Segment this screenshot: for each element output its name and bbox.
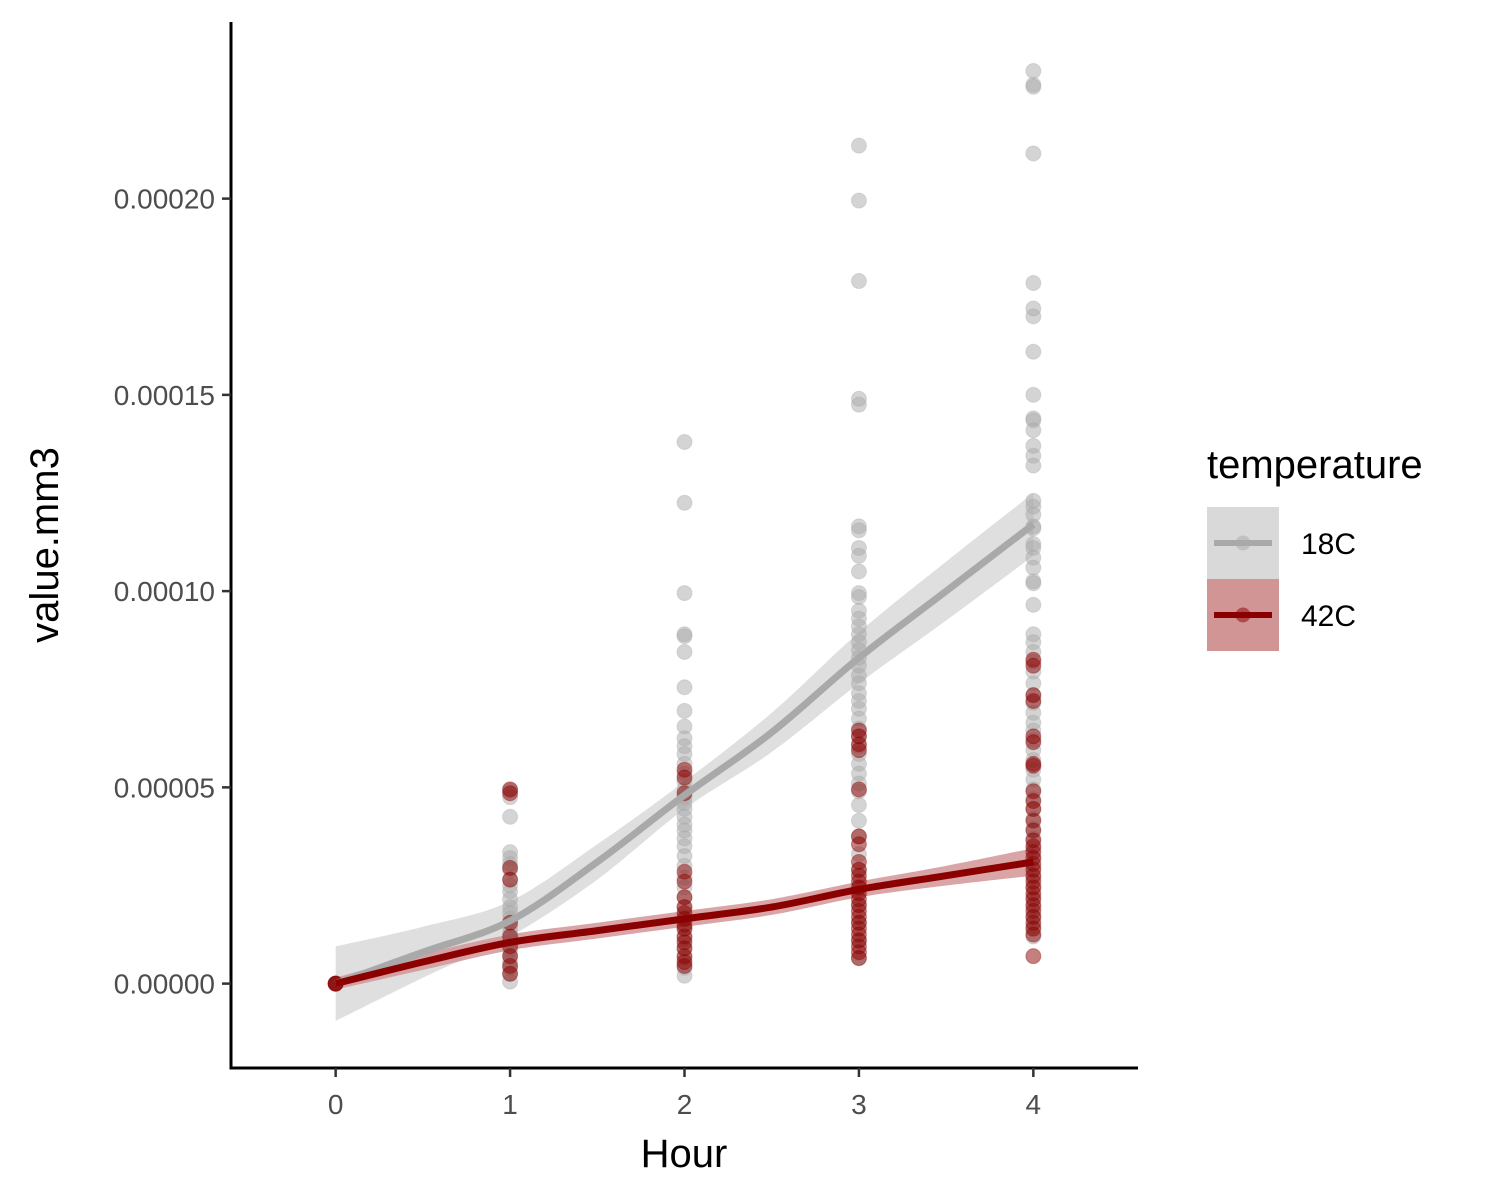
data-point-18c	[850, 589, 867, 606]
data-point-18c	[676, 494, 693, 511]
smooth-line-18c	[334, 521, 1036, 987]
x-tick-label: 2	[677, 1089, 693, 1120]
y-axis-title: value.mm3	[23, 447, 67, 643]
data-point-18c	[850, 396, 867, 413]
x-axis-ticks: 0 1 2 3 4	[328, 1068, 1041, 1120]
data-point-18c	[1025, 343, 1042, 360]
data-point-18c	[1025, 596, 1042, 613]
data-point-18c	[502, 808, 519, 825]
y-tick-label: 0.00020	[114, 184, 215, 215]
data-point-18c	[1025, 457, 1042, 474]
legend-title: temperature	[1207, 443, 1423, 487]
data-point-18c	[850, 137, 867, 154]
legend-item-42c: 42C	[1207, 579, 1356, 651]
legend-label-18c: 18C	[1301, 528, 1356, 561]
data-point-18c	[1025, 78, 1042, 95]
x-tick-label: 3	[851, 1089, 867, 1120]
y-tick-label: 0.00010	[114, 576, 215, 607]
y-axis-ticks: 0.00000 0.00005 0.00010 0.00015 0.00020	[114, 184, 231, 1000]
data-point-18c	[1025, 63, 1042, 80]
legend-key-42c-point	[1235, 607, 1251, 623]
x-tick-label: 4	[1026, 1089, 1042, 1120]
data-point-18c	[1025, 559, 1042, 576]
data-point-18c	[676, 433, 693, 450]
data-point-18c	[850, 192, 867, 209]
data-point-18c	[850, 273, 867, 290]
data-point-42c	[1025, 926, 1042, 943]
data-point-42c	[850, 950, 867, 967]
legend-item-18c: 18C	[1207, 507, 1356, 579]
data-point-18c	[676, 702, 693, 719]
data-point-18c	[850, 547, 867, 564]
data-point-42c	[502, 871, 519, 888]
data-point-42c	[676, 957, 693, 974]
data-point-42c	[676, 769, 693, 786]
data-point-42c	[1025, 757, 1042, 774]
data-points	[327, 63, 1042, 992]
data-point-42c	[850, 742, 867, 759]
data-point-42c	[1025, 734, 1042, 751]
data-point-18c	[850, 522, 867, 539]
data-point-42c	[1025, 948, 1042, 965]
data-point-18c	[1025, 145, 1042, 162]
data-point-42c	[502, 785, 519, 802]
data-point-42c	[676, 873, 693, 890]
legend-key-18c-point	[1235, 535, 1251, 551]
data-point-18c	[676, 585, 693, 602]
data-point-42c	[850, 836, 867, 853]
data-point-18c	[676, 643, 693, 660]
data-point-42c	[502, 965, 519, 982]
data-point-18c	[850, 812, 867, 829]
data-point-18c	[1025, 422, 1042, 439]
smooth-line-42c	[334, 858, 1034, 988]
y-tick-label: 0.00005	[114, 772, 215, 803]
x-tick-label: 1	[502, 1089, 518, 1120]
legend-label-42c: 42C	[1301, 600, 1356, 633]
data-point-18c	[850, 563, 867, 580]
data-point-18c	[676, 679, 693, 696]
data-point-18c	[1025, 386, 1042, 403]
data-point-42c	[850, 781, 867, 798]
legend: temperature 18C 42C	[1207, 443, 1423, 651]
data-point-18c	[1025, 308, 1042, 325]
data-point-18c	[1025, 575, 1042, 592]
data-point-42c	[1025, 657, 1042, 674]
smooth-lines	[334, 521, 1036, 988]
x-tick-label: 0	[328, 1089, 344, 1120]
x-axis-title: Hour	[641, 1132, 728, 1176]
data-point-42c	[1025, 693, 1042, 710]
y-tick-label: 0.00000	[114, 969, 215, 1000]
data-point-18c	[1025, 275, 1042, 292]
data-point-18c	[850, 797, 867, 814]
y-tick-label: 0.00015	[114, 380, 215, 411]
data-point-18c	[676, 628, 693, 645]
